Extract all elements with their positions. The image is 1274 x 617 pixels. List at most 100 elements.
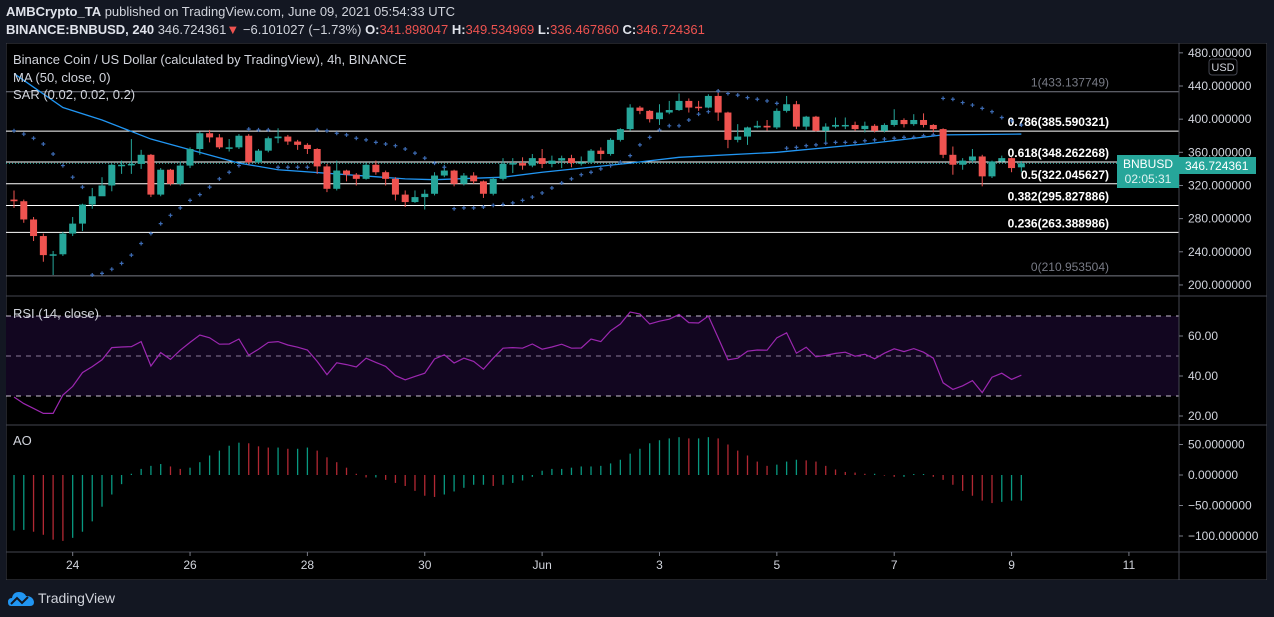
- sar-dot: [960, 100, 965, 105]
- sar-dot: [139, 241, 144, 246]
- sar-dot: [501, 202, 505, 207]
- candle-down: [978, 156, 986, 177]
- sar-dot: [207, 185, 212, 190]
- sar-dot: [725, 91, 730, 96]
- sar-dot: [158, 221, 163, 226]
- sar-dot: [41, 142, 46, 147]
- ma50-line: [13, 73, 1022, 181]
- sar-dot: [921, 133, 926, 138]
- sar-dot: [755, 97, 760, 102]
- candle-up: [704, 95, 712, 108]
- time-tick-label: 7: [891, 558, 898, 572]
- sar-dot: [608, 163, 613, 168]
- close-label: C:: [622, 22, 637, 37]
- candle-up: [988, 161, 996, 177]
- price-tick-label: 240.000000: [1188, 245, 1252, 259]
- ao-pane[interactable]: [13, 437, 1022, 541]
- candle-up: [841, 124, 849, 127]
- sar-dot: [119, 261, 124, 266]
- candle-down: [147, 154, 155, 195]
- sar-dot: [129, 253, 134, 258]
- axes[interactable]: 480.000000 440.000000 400.000000 360.000000…: [6, 43, 1267, 580]
- candle-down: [519, 163, 527, 166]
- sar-dot: [872, 137, 877, 142]
- sar-dot: [980, 106, 985, 111]
- rsi-pane[interactable]: [6, 311, 1179, 414]
- candle-up: [499, 163, 507, 179]
- rsi-legend[interactable]: RSI (14, close): [13, 306, 99, 321]
- candle-down: [724, 112, 732, 140]
- sar-dot: [774, 101, 779, 106]
- candle-up: [362, 164, 370, 179]
- candle-down: [39, 236, 47, 256]
- sar-dot: [100, 271, 105, 276]
- sar-dot: [813, 142, 818, 147]
- tag-price: 346.724361: [1185, 159, 1249, 173]
- candle-up: [225, 147, 233, 149]
- sar-dot: [598, 166, 603, 171]
- last-price-tag: BNBUSD 02:05:31 346.724361: [1117, 155, 1256, 188]
- candle-up: [98, 185, 106, 197]
- sar-dot: [990, 109, 994, 114]
- time-tick-label: 11: [1123, 558, 1136, 572]
- candle-down: [401, 194, 409, 203]
- candle-up: [616, 129, 624, 140]
- candle-down: [352, 174, 360, 179]
- candle-up: [333, 170, 341, 189]
- chart-canvas[interactable]: 1(433.137749) 0.786(385.590321) 0.618(348.…: [6, 43, 1267, 580]
- sar-dot: [765, 98, 770, 103]
- candle-up: [558, 158, 566, 161]
- sar-dot: [540, 190, 545, 195]
- time-tick-label: 26: [183, 558, 197, 572]
- candle-up: [509, 163, 517, 165]
- candle-down: [1008, 158, 1016, 169]
- sar-dot: [901, 135, 906, 140]
- sar-dot: [569, 176, 574, 181]
- candle-up: [69, 223, 77, 234]
- ma-legend[interactable]: MA (50, close, 0): [13, 70, 111, 85]
- sar-dot: [217, 176, 222, 181]
- publish-info: AMBCrypto_TA published on TradingView.co…: [6, 4, 455, 19]
- tradingview-logo[interactable]: TradingView: [8, 589, 115, 607]
- sar-dot: [295, 165, 300, 170]
- candle-up: [460, 175, 468, 184]
- currency-badge[interactable]: USD: [1208, 58, 1238, 76]
- fib-retracement[interactable]: 1(433.137749) 0.786(385.590321) 0.618(348.…: [6, 76, 1179, 277]
- candle-up: [196, 133, 204, 150]
- candle-up: [822, 126, 830, 131]
- candle-up: [489, 178, 497, 194]
- candle-down: [871, 125, 879, 131]
- candle-down: [636, 107, 644, 111]
- sar-dot: [559, 180, 564, 185]
- sar-legend[interactable]: SAR (0.02, 0.02, 0.2): [13, 87, 135, 102]
- time-tick-label: 3: [656, 558, 663, 572]
- time-tick-label: 28: [301, 558, 315, 572]
- sar-dot: [276, 165, 281, 170]
- candle-up: [880, 124, 888, 131]
- candle-up: [744, 127, 751, 137]
- sar-dot: [657, 127, 662, 132]
- candle-up: [274, 136, 282, 139]
- candle-up: [587, 150, 595, 163]
- sar-dot: [667, 123, 672, 128]
- candle-up: [773, 110, 781, 128]
- price-tick-label: 440.000000: [1188, 79, 1252, 93]
- ao-legend[interactable]: AO: [13, 433, 32, 448]
- price-tick-label: 360.000000: [1188, 145, 1252, 159]
- sar-dot: [178, 205, 183, 210]
- candle-down: [949, 154, 957, 165]
- sar-dot: [853, 140, 858, 145]
- close-value: 346.724361: [636, 22, 705, 37]
- candle-up: [440, 170, 448, 176]
- sar-dot: [412, 151, 417, 156]
- price-pane[interactable]: [6, 73, 1179, 278]
- candle-up: [1017, 163, 1025, 168]
- tag-symbol: BNBUSD: [1123, 157, 1173, 171]
- sar-dot: [168, 213, 173, 218]
- sar-dot: [589, 170, 594, 175]
- candle-down: [792, 104, 800, 127]
- sar-dot: [892, 136, 897, 141]
- sar-dot: [148, 231, 153, 236]
- author-link[interactable]: AMBCrypto_TA: [6, 4, 102, 19]
- sar-dot: [520, 198, 525, 203]
